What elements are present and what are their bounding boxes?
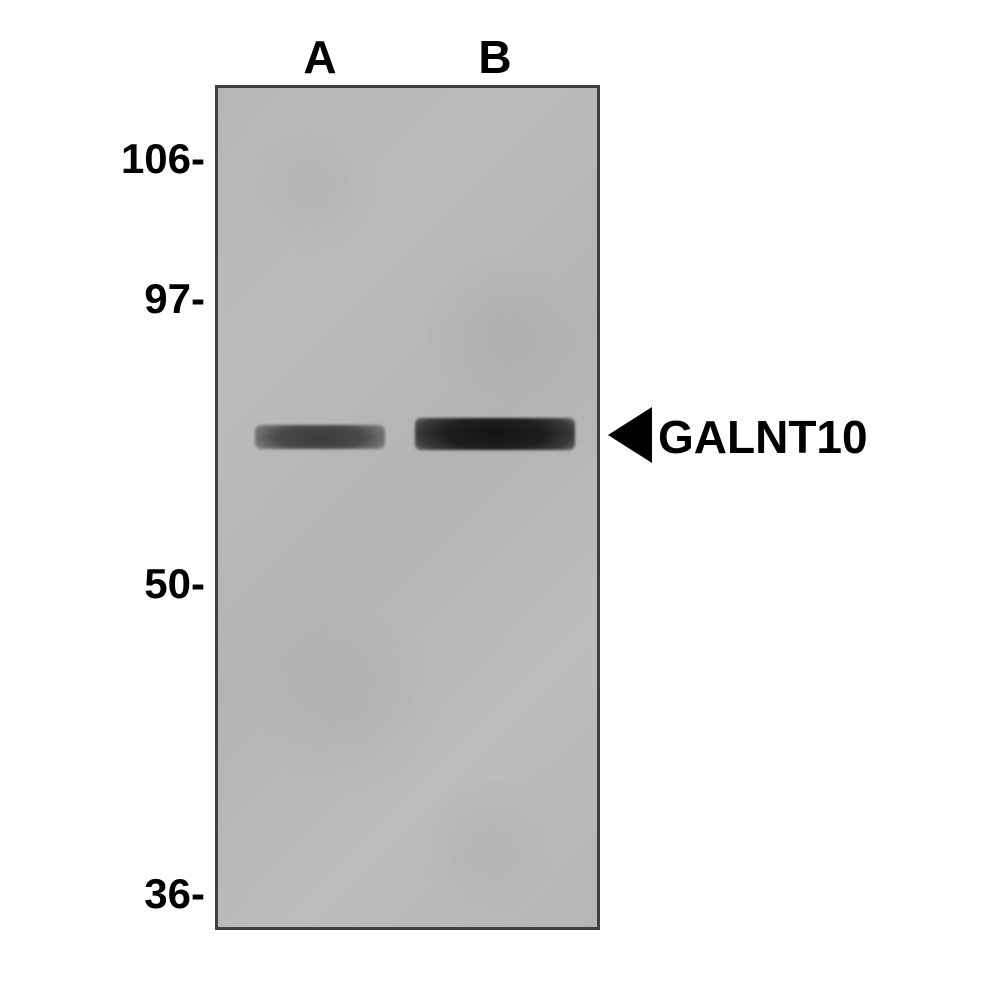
band-lane-a	[255, 425, 385, 449]
noise-4	[400, 780, 570, 910]
noise-3	[250, 600, 450, 800]
marker-36: 36-	[115, 870, 205, 918]
marker-97: 97-	[115, 275, 205, 323]
band-lane-b	[415, 418, 575, 450]
protein-arrow-icon	[608, 407, 652, 463]
marker-50: 50-	[115, 560, 205, 608]
noise-2	[420, 250, 580, 410]
lane-label-b: B	[470, 30, 520, 84]
protein-label: GALNT10	[658, 410, 868, 464]
noise-1	[240, 120, 390, 260]
marker-106: 106-	[95, 135, 205, 183]
figure-canvas: A B 106- 97- 50- 36- GALNT10	[0, 0, 1000, 1000]
lane-label-a: A	[295, 30, 345, 84]
